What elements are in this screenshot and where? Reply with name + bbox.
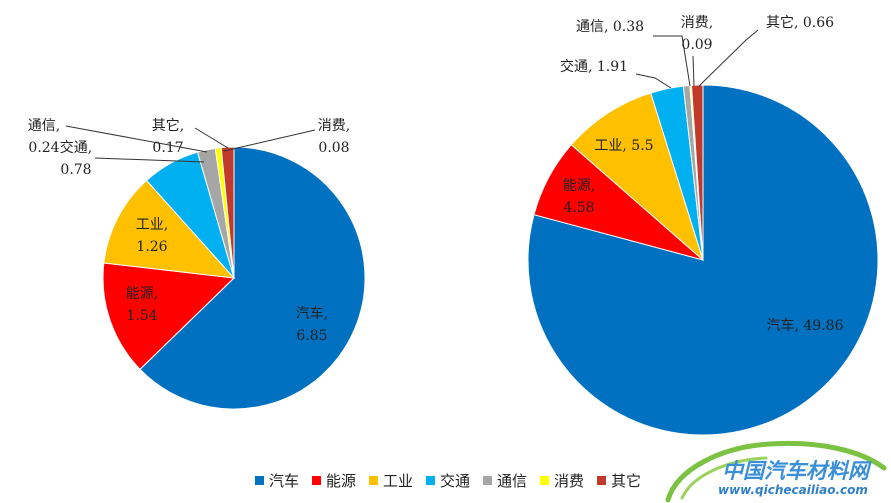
watermark-url: www.qichecailiao.com <box>718 483 868 497</box>
legend-label-auto: 汽车 <box>269 472 299 490</box>
pie-right-label-energy: 能源, 4.58 <box>563 178 595 216</box>
pie-right-label-industry: 工业, 5.5 <box>594 138 653 154</box>
legend-swatch-energy <box>312 476 321 485</box>
pie-left-label-other-line: 其它, <box>152 117 184 134</box>
pie-left-slice-other <box>220 146 235 279</box>
pie-left-label-industry-line: 工业, <box>136 217 168 233</box>
legend-swatch-consumer <box>540 476 549 485</box>
watermark-car-swoosh-inner <box>680 456 768 500</box>
pie-left-label-transport-line: 0.78 <box>60 162 91 178</box>
pie-left-label-transport: 交通, 0.78 <box>60 139 92 178</box>
pie-left-label-telecom-line: 0.24 <box>28 140 59 156</box>
pie-left-label-industry-line: 1.26 <box>136 239 167 255</box>
watermark-name: 中国汽车材料网 <box>722 459 872 483</box>
legend-label-telecom: 通信 <box>497 472 527 490</box>
legend-label-consumer: 消费 <box>554 472 584 490</box>
pie-right-leader-other <box>698 29 759 87</box>
pie-right-label-other-line: 其它, 0.66 <box>766 14 834 31</box>
pie-left-label-auto-line: 6.85 <box>296 328 327 344</box>
pie-chart-right: 汽车, 49.86 能源, 4.58 工业, 5.5 交通, 1.91 通信, 0.38 消… <box>527 14 879 436</box>
legend-label-industry: 工业 <box>383 472 413 490</box>
pie-right-leader-telecom <box>653 35 691 87</box>
pie-right-label-auto: 汽车, 49.86 <box>767 317 844 334</box>
pie-left-label-consumer-line: 0.08 <box>318 140 349 156</box>
legend-swatch-industry <box>369 476 378 485</box>
pie-right-label-telecom-line: 通信, 0.38 <box>576 19 644 35</box>
pie-left-label-other: 其它, 0.17 <box>152 117 184 156</box>
pie-right-label-transport-line: 交通, 1.91 <box>560 58 628 75</box>
pie-left-slice-auto <box>139 146 366 410</box>
legend: 汽车 能源 工业 交通 通信 消费 其它 <box>255 472 641 490</box>
legend-label-other: 其它 <box>611 472 641 490</box>
pie-left-leader-telecom <box>65 125 208 153</box>
pie-left-label-telecom: 通信, 0.24 <box>28 118 60 156</box>
pie-left-label-auto: 汽车, 6.85 <box>296 305 328 344</box>
pie-left-leader-transport <box>94 157 205 163</box>
pie-right-label-auto-line: 汽车, 49.86 <box>767 317 844 334</box>
pie-left-label-energy-line: 能源, <box>126 286 158 302</box>
watermark-car-swoosh <box>665 440 887 503</box>
pie-left-label-consumer-line: 消费, <box>318 118 350 134</box>
pie-left-label-telecom-line: 通信, <box>28 118 60 134</box>
pie-left-label-consumer: 消费, 0.08 <box>318 118 350 156</box>
pie-left-label-industry: 工业, 1.26 <box>136 217 168 255</box>
pie-right-label-consumer-line: 消费, <box>681 15 713 31</box>
pie-right-label-energy-line: 能源, <box>563 178 595 194</box>
pie-left-leader-consumer <box>223 129 316 152</box>
pie-right-leader-consumer <box>692 55 695 87</box>
pie-right-label-consumer: 消费, 0.09 <box>681 15 713 53</box>
pie-right-label-telecom: 通信, 0.38 <box>576 19 644 35</box>
pie-left-leader-other <box>194 127 229 149</box>
pie-right-leader-transport <box>635 73 672 89</box>
pie-left-slice-energy <box>102 262 236 370</box>
legend-swatch-auto <box>255 476 264 485</box>
pie-right-label-industry-line: 工业, 5.5 <box>594 138 653 154</box>
legend-swatch-transport <box>426 476 435 485</box>
pie-right-slice-industry <box>570 92 705 262</box>
pie-left-label-energy-line: 1.54 <box>126 308 157 324</box>
pie-right-label-other: 其它, 0.66 <box>766 14 834 31</box>
watermark-logo: 中国汽车材料网 www.qichecailiao.com <box>665 440 887 503</box>
pie-right-label-consumer-line: 0.09 <box>681 37 712 53</box>
pie-chart-left: 汽车, 6.85 能源, 1.54 工业, 1.26 交通, 0.78 通信, 0.24 消费, 0.… <box>28 117 366 410</box>
pie-left-label-auto-line: 汽车, <box>296 305 328 322</box>
pie-left-label-energy: 能源, 1.54 <box>126 286 158 324</box>
legend-swatch-other <box>597 476 606 485</box>
pie-left-label-transport-line: 交通, <box>60 139 92 156</box>
pie-left-slice-industry <box>103 179 236 279</box>
pie-right-label-transport: 交通, 1.91 <box>560 58 628 75</box>
legend-swatch-telecom <box>483 476 492 485</box>
pie-right-slice-other <box>690 84 704 261</box>
legend-label-transport: 交通 <box>440 472 470 490</box>
pie-right-label-energy-line: 4.58 <box>563 200 594 216</box>
legend-label-energy: 能源 <box>326 472 356 490</box>
pie-left-label-other-line: 0.17 <box>152 140 183 156</box>
